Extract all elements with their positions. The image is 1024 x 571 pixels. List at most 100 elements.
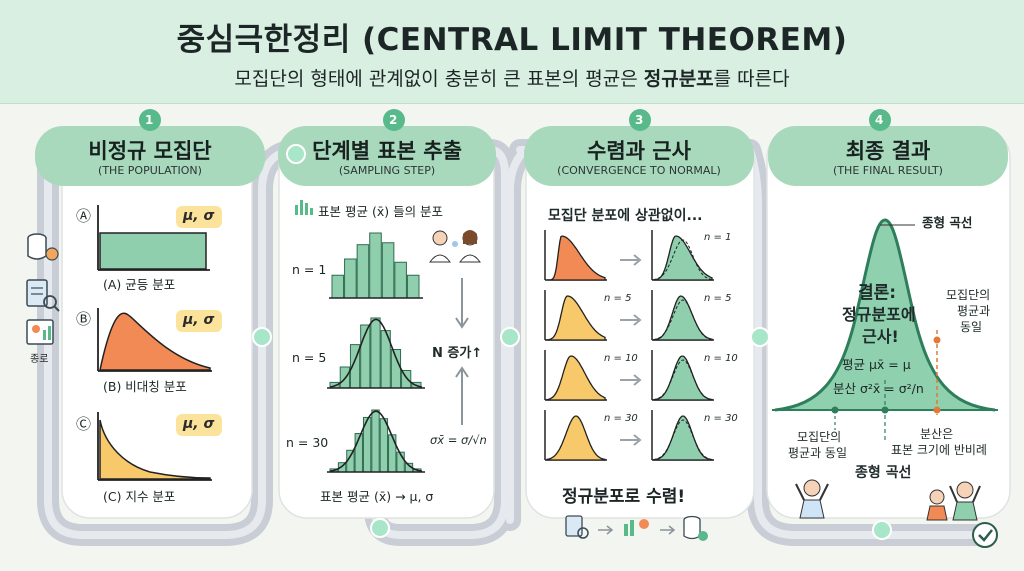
conclusion-heading: 결론:	[858, 283, 897, 303]
population-distributions	[97, 205, 222, 481]
header-banner: 중심극한정리 (CENTRAL LIMIT THEOREM) 모집단의 형태에 …	[0, 0, 1024, 104]
left-note-line-2: 평균과 동일	[788, 446, 848, 460]
convergence-conclusion: 정규분포로 수렴!	[562, 487, 686, 507]
histogram-bar	[369, 232, 382, 299]
histogram-title: 표본 평균 (x̄) 들의 분포	[318, 204, 444, 219]
conv-n30-left-label: n = 30	[604, 413, 638, 424]
dist-a-label: (A) 균등 분포	[103, 277, 176, 292]
celebrating-people-icons	[795, 479, 981, 521]
dist-b-mark: Ⓑ	[76, 310, 92, 328]
variance-formula: 분산 σ²x̄ = σ²/n	[833, 381, 924, 396]
standard-error-formula: σx̄ = σ/√n	[430, 433, 487, 447]
database-gear-icon	[27, 233, 59, 261]
histogram-bar	[394, 261, 407, 299]
step-4-title: 최종 결과	[845, 139, 931, 163]
convergence-intro: 모집단 분포에 상관없이...	[548, 208, 703, 224]
params-badge-c: μ, σ	[183, 416, 215, 432]
parameter-badges	[176, 206, 222, 436]
right-note-line-1: 모집단의	[946, 288, 991, 302]
histogram-n5	[327, 317, 425, 389]
small-histogram-icon	[295, 200, 313, 215]
histogram-n1	[329, 232, 423, 299]
sampling-bottom-label: 표본 평균 (x̄) → μ, σ	[320, 489, 434, 504]
workflow-icons	[565, 515, 708, 541]
dist-c-mark: Ⓒ	[76, 415, 92, 433]
conv-n30-right-label: n = 30	[704, 413, 738, 424]
step-3-subtitle: (CONVERGENCE TO NORMAL)	[557, 164, 721, 177]
variance-note-line-1: 분산은	[920, 427, 954, 441]
report-chart-icon	[26, 319, 54, 345]
step-1-subtitle: (THE POPULATION)	[98, 164, 202, 177]
n5-label: n = 5	[292, 350, 327, 365]
increase-arrows	[455, 278, 469, 425]
right-note-line-2: 평균과	[957, 304, 991, 318]
conv-n1-label: n = 1	[704, 232, 732, 243]
conclusion-line-2: 정규분포에	[842, 305, 916, 324]
histogram-bar	[356, 244, 370, 299]
bell-curve-label: 종형 곡선	[922, 215, 973, 230]
dist-c-label: (C) 지수 분포	[103, 489, 176, 504]
variance-note-line-2: 표본 크기에 반비례	[891, 443, 987, 457]
histogram-bar	[371, 409, 380, 473]
right-note-line-3: 동일	[960, 320, 983, 334]
uniform-distribution-chart	[97, 205, 210, 271]
source-curve	[546, 415, 606, 461]
histogram-bar	[406, 274, 420, 299]
histogram-bar	[388, 434, 397, 473]
step-4-subtitle: (THE FINAL RESULT)	[833, 164, 943, 177]
exponential-distribution-chart	[97, 412, 212, 481]
page-subtitle: 모집단의 형태에 관계없이 충분히 큰 표본의 평균은 정규분포를 따른다	[0, 64, 1024, 91]
step-4-number: 4	[875, 113, 884, 127]
page-title: 중심극한정리 (CENTRAL LIMIT THEOREM)	[176, 22, 848, 58]
subtitle-emphasis: 정규분포	[643, 68, 714, 90]
converged-curve	[653, 235, 713, 281]
subtitle-text: 모집단의 형태에 관계없이 충분히 큰 표본의 평균은	[234, 68, 644, 90]
n30-label: n = 30	[286, 435, 329, 450]
step-3-title: 수렴과 근사	[587, 139, 691, 163]
connector-nodes	[252, 144, 892, 540]
step-1-title: 비정규 모집단	[88, 139, 212, 163]
conv-n5-left-label: n = 5	[604, 293, 632, 304]
step-tabs	[35, 126, 1008, 186]
converged-curve	[653, 415, 713, 461]
histogram-bar	[370, 317, 381, 389]
conv-n5-right-label: n = 5	[704, 293, 732, 304]
conclusion-line-3: 근사!	[862, 327, 899, 346]
step-2-title: 단계별 표본 추출	[312, 139, 462, 163]
histogram-bar	[381, 242, 395, 299]
side-icon-label: 종로	[30, 354, 49, 365]
params-badge-b: μ, σ	[183, 312, 215, 328]
check-circle-icon	[972, 522, 998, 548]
histogram-bar	[331, 274, 345, 299]
params-badge-a: μ, σ	[183, 208, 215, 224]
histogram-bar	[344, 258, 357, 299]
conv-n10-left-label: n = 10	[604, 353, 638, 364]
histogram-n30	[327, 409, 425, 473]
left-note-line-1: 모집단의	[797, 430, 842, 444]
source-curve	[546, 295, 606, 341]
dist-a-mark: Ⓐ	[76, 207, 92, 225]
n1-label: n = 1	[292, 262, 327, 277]
mean-formula: 평균 μx̄ = μ	[842, 357, 911, 372]
source-curve	[547, 235, 606, 281]
document-search-icon	[26, 279, 60, 312]
road-path	[37, 139, 996, 546]
histogram-bar	[390, 349, 402, 389]
step-2-number: 2	[389, 113, 398, 127]
dist-b-label: (B) 비대칭 분포	[103, 379, 187, 394]
researchers-icon	[429, 230, 481, 263]
final-bell-curve	[772, 218, 998, 548]
convergence-grid	[544, 230, 714, 461]
skewed-distribution-chart	[97, 308, 212, 372]
step-2-subtitle: (SAMPLING STEP)	[338, 164, 436, 177]
bottom-bell-label: 종형 곡선	[855, 465, 912, 481]
histogram-bar	[379, 418, 389, 473]
conv-n10-right-label: n = 10	[704, 353, 738, 364]
subtitle-end: 를 따른다	[713, 68, 790, 90]
step-number-badges	[139, 109, 891, 131]
sampling-histograms	[295, 200, 481, 473]
source-curve	[546, 355, 606, 401]
step-3-number: 3	[635, 113, 644, 127]
side-icons	[26, 233, 60, 345]
